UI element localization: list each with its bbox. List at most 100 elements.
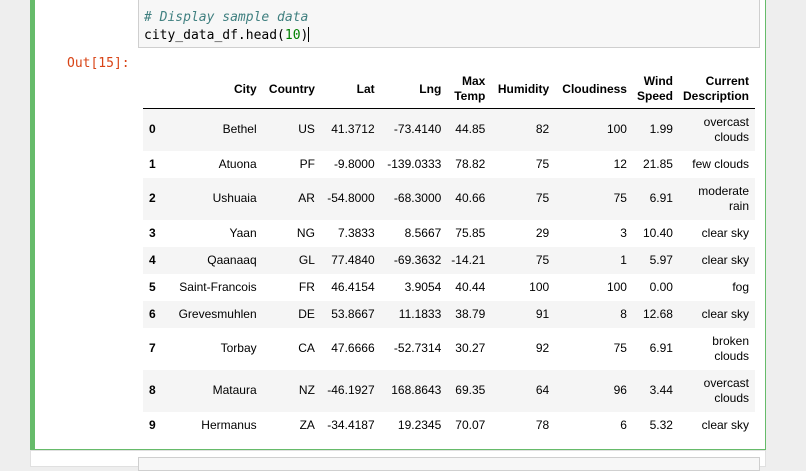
table-cell: 40.66: [455, 191, 486, 205]
next-code-editor[interactable]: [138, 457, 760, 471]
table-cell: NG: [296, 225, 315, 240]
column-header: Max Temp: [447, 70, 492, 109]
table-cell: 70.07: [455, 417, 486, 432]
table-cell: 8: [620, 306, 627, 321]
table-cell: -73.4140: [393, 122, 442, 137]
table-cell: overcast clouds: [703, 114, 749, 144]
table-cell: Ushuaia: [212, 191, 257, 205]
table-row: 7 Torbay CA 47.6666 -52.7314 30.27 92 75 6.91 bro…: [143, 328, 755, 370]
table-cell: 40.44: [455, 279, 486, 294]
row-index: 6: [149, 306, 156, 321]
table-cell: Mataura: [212, 383, 257, 397]
table-row: 2 Ushuaia AR -54.8000 -68.3000 40.66 75 75 6.91 m…: [143, 177, 755, 220]
table-cell: 44.85: [455, 122, 486, 137]
code-comment: # Display sample data: [144, 10, 309, 25]
table-cell: 168.8643: [391, 383, 442, 397]
table-cell: moderate rain: [698, 183, 749, 213]
table-cell: 75: [535, 156, 550, 171]
table-cell: 3.44: [649, 383, 673, 397]
table-cell: Atuona: [218, 156, 257, 171]
row-index: 2: [149, 191, 156, 205]
table-cell: 19.2345: [397, 417, 442, 432]
column-header: City: [171, 70, 263, 109]
table-cell: US: [298, 122, 315, 137]
table-cell: Hermanus: [201, 417, 257, 432]
text-cursor: [308, 27, 310, 42]
row-index: 1: [149, 156, 156, 171]
table-cell: 64: [535, 383, 550, 397]
table-cell: 3.9054: [404, 279, 442, 294]
dataframe-table: City Country Lat Lng Max Temp Humidity C…: [143, 70, 755, 439]
table-cell: clear sky: [701, 417, 749, 432]
table-cell: Saint-Francois: [179, 279, 257, 294]
code-statement: city_data_df.head(10): [144, 27, 310, 43]
table-cell: 10.40: [642, 225, 673, 240]
table-cell: ZA: [299, 417, 315, 432]
table-row: 8 Mataura NZ -46.1927 168.8643 69.35 64 96 3.44 o…: [143, 369, 755, 412]
table-row: 3 Yaan NG 7.3833 8.5667 75.85 29 3 10.40 clear sk…: [143, 220, 755, 247]
table-cell: -14.21: [451, 252, 486, 267]
table-cell: 6.91: [649, 191, 673, 205]
column-header: Wind Speed: [632, 70, 679, 109]
table-cell: 91: [535, 306, 550, 321]
table-cell: 30.27: [455, 341, 486, 355]
table-row: 1 Atuona PF -9.8000 -139.0333 78.82 75 12 21.85 f…: [143, 151, 755, 178]
output-prompt: Out[15]:: [67, 56, 130, 71]
table-cell: -46.1927: [327, 383, 375, 397]
table-cell: fog: [732, 279, 749, 294]
table-cell: broken clouds: [712, 333, 749, 363]
table-cell: 75: [535, 191, 550, 205]
table-cell: -68.3000: [393, 191, 442, 205]
table-cell: Grevesmuhlen: [178, 306, 257, 321]
table-cell: 75: [535, 252, 550, 267]
table-row: 6 Grevesmuhlen DE 53.8667 11.1833 38.79 91 8 12.…: [143, 300, 755, 328]
table-cell: PF: [299, 156, 315, 171]
table-row: 0 Bethel US 41.3712 -73.4140 44.85 82 100 1.99 ov…: [143, 108, 755, 151]
column-header: Cloudiness: [555, 70, 633, 109]
table-cell: 3: [620, 225, 627, 240]
row-index: 9: [149, 417, 156, 432]
row-index: 4: [149, 252, 156, 267]
table-cell: 77.4840: [331, 252, 375, 267]
table-cell: clear sky: [701, 306, 749, 321]
table-cell: 100: [606, 122, 627, 137]
table-cell: 0.00: [649, 279, 673, 294]
table-cell: AR: [298, 191, 315, 205]
table-cell: Torbay: [220, 341, 257, 355]
column-header: Lng: [380, 70, 448, 109]
table-cell: -139.0333: [387, 156, 442, 171]
table-cell: 5.97: [649, 252, 673, 267]
table-cell: 92: [535, 341, 550, 355]
row-index: 7: [149, 341, 156, 355]
table-cell: 82: [535, 122, 550, 137]
table-cell: 75: [613, 191, 627, 205]
table-cell: -9.8000: [333, 156, 375, 171]
column-header: Current Description: [678, 70, 755, 109]
table-cell: 12: [613, 156, 627, 171]
column-header: Humidity: [491, 70, 556, 109]
table-row: 4 Qaanaaq GL 77.4840 -69.3632 -14.21 75 1 5.97 cl…: [143, 246, 755, 274]
table-cell: 7.3833: [337, 225, 375, 240]
code-editor[interactable]: # Display sample data city_data_df.head(…: [138, 0, 760, 48]
table-cell: -54.8000: [327, 191, 375, 205]
table-row: 9 Hermanus ZA -34.4187 19.2345 70.07 78 6 5.32 cl…: [143, 412, 755, 439]
table-cell: 12.68: [642, 306, 673, 321]
index-header: [143, 70, 171, 109]
table-cell: 53.8667: [331, 306, 375, 321]
table-row: 5 Saint-Francois FR 46.4154 3.9054 40.44 100 10…: [143, 274, 755, 301]
table-cell: Yaan: [229, 225, 257, 240]
table-cell: 5.32: [649, 417, 673, 432]
table-cell: 29: [535, 225, 550, 240]
table-cell: 1.99: [649, 122, 673, 137]
row-index: 5: [149, 279, 156, 294]
table-cell: few clouds: [692, 156, 749, 171]
table-cell: 75: [613, 341, 627, 355]
table-header-row: City Country Lat Lng Max Temp Humidity C…: [143, 70, 755, 109]
row-index: 0: [149, 122, 156, 137]
table-cell: clear sky: [701, 225, 749, 240]
table-cell: CA: [298, 341, 315, 355]
table-cell: 47.6666: [331, 341, 375, 355]
table-cell: DE: [298, 306, 315, 321]
table-cell: clear sky: [701, 252, 749, 267]
row-index: 3: [149, 225, 156, 240]
